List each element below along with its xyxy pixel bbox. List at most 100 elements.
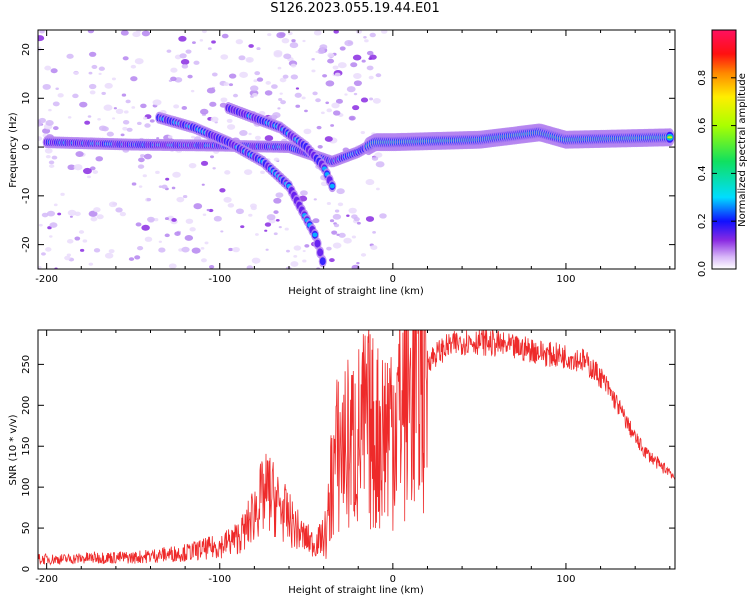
spectrogram-cell (93, 207, 101, 213)
spectrogram-cell (112, 117, 116, 120)
spectrogram-cell (38, 35, 45, 42)
spectrogram-cell (206, 208, 210, 212)
spectrogram-cell (209, 265, 215, 269)
spectrogram-cell (375, 73, 382, 78)
spectrogram-cell (67, 116, 72, 119)
spectrogram-cell (42, 83, 51, 90)
spectrogram-y-tick-label: 10 (21, 92, 32, 105)
spectrogram-cell (170, 76, 177, 82)
spectrogram-cell (200, 108, 209, 115)
spectrogram-cell (184, 234, 194, 241)
spectrogram-cell (187, 74, 193, 79)
spectrogram-cell (206, 87, 216, 94)
spectrogram-cell (209, 101, 217, 107)
spectrogram-cell (302, 259, 307, 263)
spectrogram-cell (167, 135, 173, 139)
spectrogram-cell (326, 246, 332, 251)
spectrogram-cell (44, 148, 53, 154)
spectrogram-cell (339, 46, 346, 51)
spectrogram-cell (348, 207, 357, 214)
spectrogram-cell (88, 71, 93, 75)
spectrogram-cell (121, 93, 127, 97)
spectrogram-cell (337, 62, 347, 69)
spectrogram-cell (356, 221, 361, 225)
spectrogram-cell (300, 190, 308, 196)
spectrogram-cell (235, 39, 244, 45)
spectrogram-cell (282, 74, 289, 79)
spectrogram-y-tick-label: 0 (21, 144, 32, 150)
spectrogram-cell (273, 157, 280, 162)
snr-x-tick-label: -200 (35, 574, 58, 585)
spectrogram-cell (38, 223, 43, 227)
spectrogram-cell (166, 49, 172, 53)
spectrogram-cell (103, 104, 113, 111)
spectrogram-cell (313, 30, 322, 36)
spectrogram-cell (350, 62, 358, 68)
spectrogram-cell (38, 117, 47, 123)
spectrogram-cell (82, 239, 88, 243)
spectrogram-cell (181, 64, 189, 69)
spectrogram-cell (303, 128, 312, 135)
spectrogram-cell (153, 218, 159, 222)
spectrogram-cell (332, 213, 342, 220)
spectrogram-cell (52, 101, 60, 107)
colorbar-frame (711, 29, 737, 270)
spectrogram-cell (319, 44, 328, 50)
spectrogram-cell (355, 30, 362, 34)
spectrogram-cell (137, 164, 145, 169)
spectrogram-cell (346, 214, 350, 217)
spectrogram-cell (371, 156, 379, 161)
spectrogram-cell (158, 247, 166, 253)
spectrogram-cell (113, 107, 117, 110)
spectrogram-cell (336, 188, 345, 195)
spectrogram-cell (312, 218, 320, 224)
spectrogram-cell (164, 233, 170, 238)
spectrogram-cell (87, 175, 91, 179)
spectrogram-cell (332, 242, 342, 249)
spectrogram-cell (254, 71, 261, 76)
spectrogram-cell (200, 247, 205, 250)
spectrogram-cell (337, 202, 344, 207)
spectrogram-cell (134, 58, 144, 65)
spectrogram-cell (192, 41, 196, 45)
spectrogram-cell (143, 153, 152, 160)
spectrogram-cell (158, 185, 163, 188)
spectrogram-cell (207, 47, 212, 50)
spectrogram-cell (280, 100, 286, 105)
spectrogram-cell (279, 92, 283, 95)
snr-y-label: SNR (10 * v/v) (8, 414, 19, 485)
spectrogram-cell (87, 115, 92, 118)
spectrogram-cell (149, 119, 155, 123)
spectrogram-cell (120, 30, 129, 36)
spectrogram-cell (89, 166, 96, 171)
spectrogram-cell (224, 170, 231, 175)
spectrogram-cell (290, 261, 299, 267)
spectrogram-cell (135, 222, 142, 227)
spectrogram-cell (276, 32, 286, 39)
spectrogram-cell (333, 30, 339, 34)
spectrogram-cell (312, 91, 318, 96)
spectrogram-cell (324, 136, 333, 142)
spectrogram-cell (95, 156, 104, 162)
spectrogram-cell (249, 85, 259, 92)
spectrogram-cell (275, 192, 284, 198)
spectrogram-cell (256, 77, 264, 82)
spectrogram-cell (75, 151, 84, 157)
spectrogram-cell (178, 35, 187, 42)
spectrogram-cell (368, 75, 374, 80)
spectrogram-cell (97, 117, 101, 121)
spectrogram-cell (136, 121, 142, 126)
spectrogram-cell (200, 160, 209, 166)
spectrogram-cell (368, 57, 373, 60)
spectrogram-cell (140, 154, 145, 158)
colorbar-tick-label: 0.8 (697, 70, 708, 86)
spectrogram-cell (142, 174, 147, 178)
spectrogram-cell (130, 64, 137, 69)
spectrogram-cell (248, 213, 253, 217)
spectrogram-cell (87, 30, 95, 34)
spectrogram-cell (182, 195, 188, 199)
spectrogram-cell (290, 74, 299, 80)
spectrogram-cell (351, 235, 357, 239)
spectrogram-cell (66, 53, 74, 59)
spectrogram-cell (278, 226, 282, 229)
